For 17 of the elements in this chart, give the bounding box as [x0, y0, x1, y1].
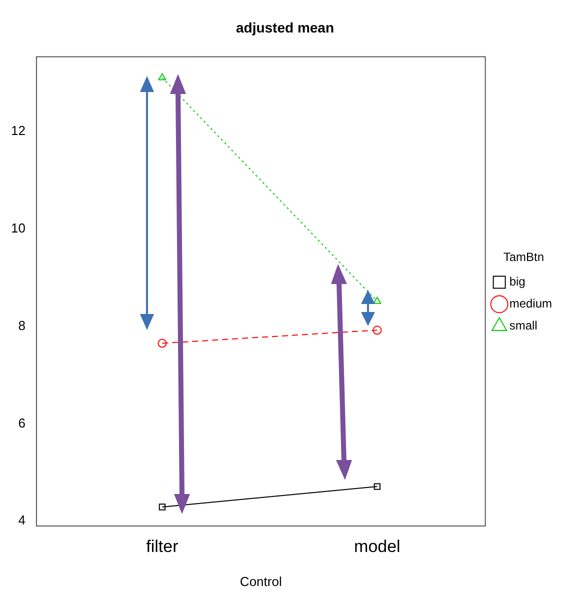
legend-title: TamBtn [503, 250, 544, 264]
y-tick-label: 10 [10, 220, 26, 236]
point [158, 338, 167, 348]
chart-title: adjusted mean [236, 19, 334, 36]
x-tick-label: model [354, 536, 400, 556]
point [372, 326, 382, 335]
legend-label: big [509, 274, 526, 289]
x-tick-label: filter [146, 536, 179, 556]
point [374, 483, 381, 490]
legend-label: medium [509, 296, 552, 311]
y-tick-label: 4 [18, 512, 26, 528]
y-tick-label: 6 [18, 415, 26, 430]
legend-label: small [509, 318, 538, 333]
y-tick-label: 8 [18, 318, 26, 333]
y-tick-label: 12 [10, 122, 26, 138]
point [158, 504, 166, 510]
x-axis-title: Control [240, 574, 282, 589]
